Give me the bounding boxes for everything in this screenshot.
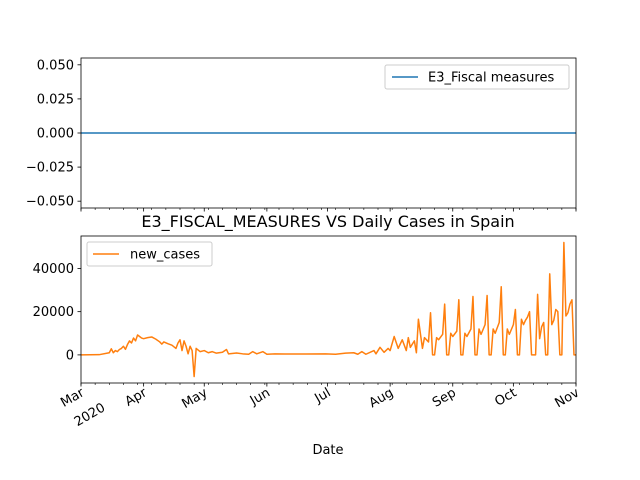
top-legend: E3_Fiscal measures [384, 64, 570, 90]
series-line-new-cases [80, 241, 576, 378]
top-y-ticks: −0.050 −0.025 0.000 0.025 0.050 [26, 58, 81, 210]
bottom-x-tick-label: Oct [492, 385, 519, 409]
bottom-y-tick-label: 20000 [33, 305, 74, 320]
bottom-legend: new_cases [86, 241, 213, 267]
bottom-x-tick-label: Aug [367, 385, 396, 411]
bottom-y-ticks: 0 20000 40000 [33, 262, 81, 363]
bottom-x-tick-label: Sep [430, 385, 459, 410]
bottom-x-tick-label: Apr [123, 385, 151, 410]
top-y-tick-label: 0.000 [37, 127, 74, 142]
x-axis-label: Date [312, 443, 343, 458]
top-legend-box [384, 64, 570, 90]
legend-label-e3-fiscal-measures: E3_Fiscal measures [428, 71, 554, 86]
bottom-x-tick-label: Jul [312, 385, 334, 406]
top-axes: −0.050 −0.025 0.000 0.025 0.050 E3_Fiscal me… [26, 57, 577, 212]
bottom-x-tick-label: Nov [553, 385, 583, 411]
legend-label-new-cases: new_cases [130, 248, 200, 263]
bottom-axes: E3_FISCAL_MEASURES VS Daily Cases in Spa… [33, 212, 583, 458]
top-y-tick-label: 0.050 [37, 58, 74, 73]
top-y-tick-label: −0.050 [26, 195, 74, 210]
bottom-axes-frame [80, 235, 577, 384]
bottom-y-tick-label: 40000 [33, 262, 74, 277]
bottom-x-tick-year-label: 2020 [72, 400, 108, 430]
bottom-x-tick-label: Jun [247, 385, 273, 409]
top-y-tick-label: 0.025 [37, 92, 74, 107]
top-x-ticks [80, 208, 577, 212]
top-axes-frame [80, 57, 577, 209]
bottom-x-tick-label: Mar [58, 385, 87, 411]
bottom-legend-box [86, 241, 213, 267]
top-y-tick-label: −0.025 [26, 161, 74, 176]
bottom-chart-title: E3_FISCAL_MEASURES VS Daily Cases in Spa… [141, 212, 514, 232]
bottom-x-tick-label: May [179, 385, 210, 412]
bottom-y-tick-label: 0 [66, 348, 74, 363]
